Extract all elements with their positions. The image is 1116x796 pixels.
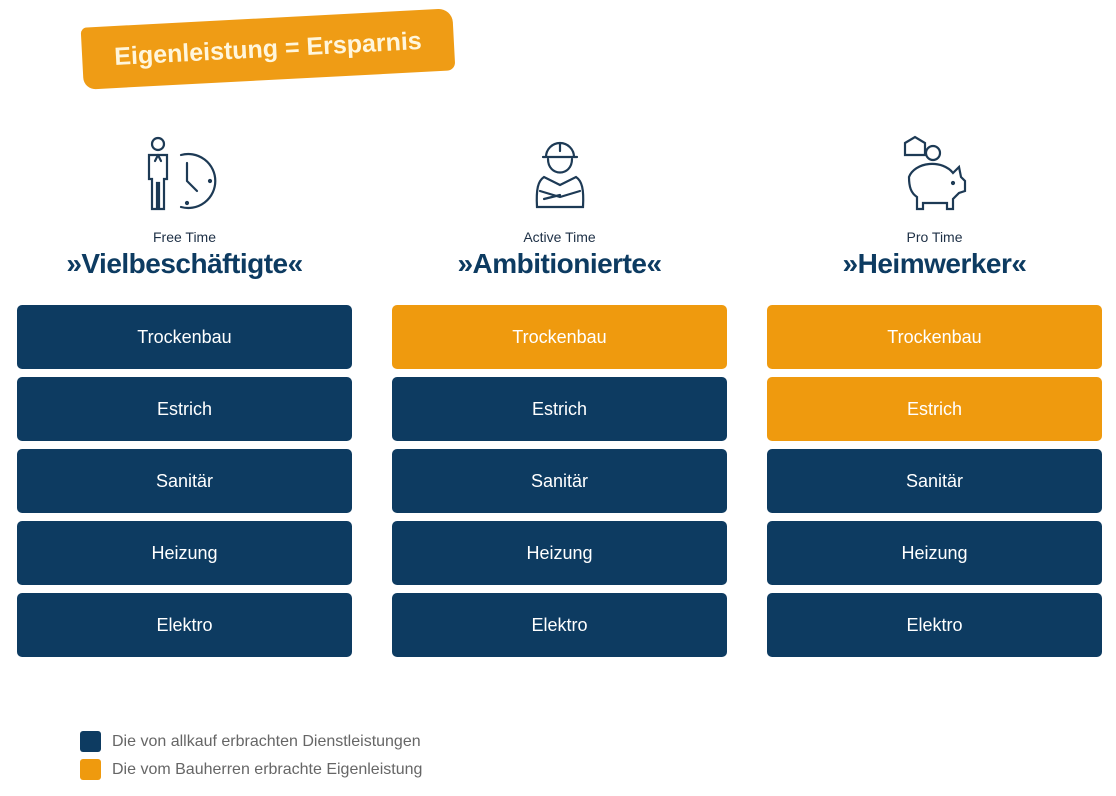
task-box: Heizung bbox=[17, 521, 352, 585]
column-title: »Ambitionierte« bbox=[457, 248, 662, 279]
column-title: »Heimwerker« bbox=[842, 248, 1027, 279]
task-box: Elektro bbox=[17, 593, 352, 657]
task-box: Trockenbau bbox=[17, 305, 352, 369]
task-box: Estrich bbox=[17, 377, 352, 441]
legend-swatch bbox=[80, 759, 101, 780]
task-box: Trockenbau bbox=[392, 305, 727, 369]
legend-label: Die vom Bauherren erbrachte Eigenleistun… bbox=[112, 760, 423, 778]
task-box: Elektro bbox=[392, 593, 727, 657]
column-subtitle: Active Time bbox=[523, 229, 596, 245]
legend-swatch bbox=[80, 731, 101, 752]
task-box: Heizung bbox=[767, 521, 1102, 585]
task-box: Sanitär bbox=[392, 449, 727, 513]
headline-banner: Eigenleistung = Ersparnis bbox=[80, 8, 456, 90]
task-box: Estrich bbox=[392, 377, 727, 441]
column-title: »Vielbeschäftigte« bbox=[66, 248, 303, 279]
task-box: Sanitär bbox=[767, 449, 1102, 513]
task-box: Elektro bbox=[767, 593, 1102, 657]
column-subtitle: Pro Time bbox=[906, 229, 963, 245]
legend-item-own: Die vom Bauherren erbrachte Eigenleistun… bbox=[80, 759, 422, 780]
legend-item-service: Die von allkauf erbrachten Dienstleistun… bbox=[80, 731, 421, 752]
person-clock-icon bbox=[147, 136, 216, 211]
task-box: Sanitär bbox=[17, 449, 352, 513]
task-box: Trockenbau bbox=[767, 305, 1102, 369]
column-subtitle: Free Time bbox=[152, 229, 216, 245]
task-box: Estrich bbox=[767, 377, 1102, 441]
banner-text: Eigenleistung = Ersparnis bbox=[113, 26, 423, 71]
legend-label: Die von allkauf erbrachten Dienstleistun… bbox=[112, 732, 421, 750]
task-box: Heizung bbox=[392, 521, 727, 585]
construction-worker-icon bbox=[535, 141, 584, 209]
piggy-bank-icon bbox=[903, 135, 966, 211]
